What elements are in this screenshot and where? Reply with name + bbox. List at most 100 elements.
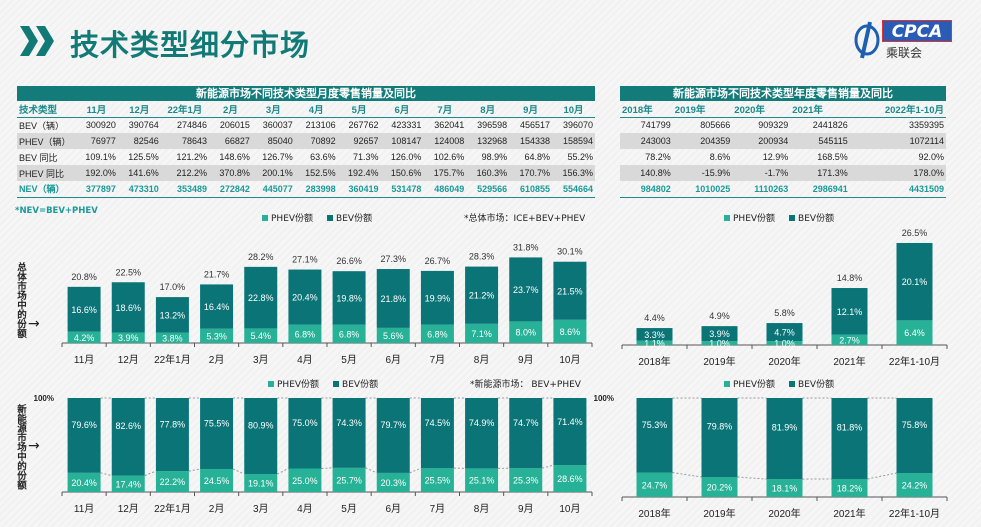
arrow-right-icon: → (28, 438, 40, 454)
data-label-bev: 74.3% (336, 418, 362, 428)
bar-phev (376, 472, 410, 492)
table-cell: 396598 (477, 120, 508, 131)
x-tick-label: 11月 (74, 503, 94, 515)
table-cell: 71.3% (352, 152, 379, 162)
bar-bev (67, 286, 101, 332)
data-label-bev: 75.0% (292, 418, 318, 428)
logo-text: CPCA (882, 20, 952, 42)
x-tick-label: 22年1月 (154, 353, 191, 366)
bar-bev (636, 398, 673, 473)
row-label: PHEV（辆） (17, 133, 75, 149)
table-cell: 4431509 (849, 181, 946, 198)
bar-bev (831, 288, 868, 335)
data-label-total: 17.0% (160, 282, 186, 292)
table-cell: 283998 (294, 181, 338, 198)
table-cell: -1.7% (732, 165, 791, 181)
table-cell: 300920 (85, 120, 116, 131)
series-connector-line (232, 468, 245, 475)
bar-bev (288, 398, 322, 469)
data-label-phev: 25.7% (336, 475, 362, 485)
column-header: 5月 (337, 101, 381, 118)
data-label-bev: 22.8% (248, 293, 274, 303)
arrow-right-icon: → (28, 316, 40, 332)
data-label-bev: 20.4% (292, 293, 318, 303)
table-cell: 272842 (209, 181, 252, 198)
table-cell: 362041 (434, 120, 465, 131)
data-label-phev: 20.2% (707, 483, 733, 493)
legend-item-bev: BEV份额 (789, 377, 834, 390)
bar-bev (376, 398, 410, 473)
table-cell: 85040 (251, 133, 295, 149)
table-cell: -15.9% (672, 165, 733, 181)
table-cell: 102.6% (433, 152, 465, 162)
bar-bev (332, 271, 366, 325)
bar-bev (200, 398, 234, 469)
data-label-phev: 18.1% (772, 484, 798, 494)
x-tick-label: 22年1-10月 (889, 507, 940, 520)
table-cell: 984802 (620, 181, 673, 198)
table-cell: 98.9% (481, 152, 508, 162)
data-label-bev: 20.1% (902, 277, 928, 287)
bar-bev (553, 261, 587, 320)
x-tick-label: 2月 (209, 354, 225, 366)
bar-phev (155, 471, 189, 492)
table-row: BEV 同比 109.1% 125.5% 121.2% 148.6% 126.7% 63.6… (17, 149, 595, 165)
bar-phev (376, 327, 410, 343)
table-cell: 200.1% (251, 165, 295, 181)
bar-bev (636, 328, 673, 341)
bar-phev (332, 324, 366, 343)
table-cell: 274846 (176, 120, 207, 131)
data-label-phev: 1.0% (709, 339, 730, 349)
table-cell: 486049 (423, 181, 467, 198)
table-cell: 206015 (219, 120, 250, 131)
table-cell: 1010025 (672, 181, 733, 198)
legend-top-left: PHEV份额 BEV份额 (262, 211, 372, 224)
bar-phev (111, 332, 145, 343)
data-label-bev: 21.5% (557, 286, 583, 296)
data-label-bev: 81.8% (837, 422, 863, 432)
table-cell: 200934 (732, 133, 791, 149)
x-tick-label: 10月 (559, 354, 580, 366)
data-label-bev: 82.6% (115, 421, 141, 431)
legend-item-phev: PHEV份额 (724, 377, 775, 390)
series-connector-line (365, 467, 377, 474)
column-header: 8月 (466, 101, 510, 118)
series-connector-line (409, 467, 422, 474)
bar-phev (288, 468, 322, 492)
data-label-total: 26.5% (902, 228, 928, 238)
x-tick-label: 2月 (209, 503, 225, 515)
data-label-phev: 25.5% (425, 476, 451, 486)
x-tick-label: 7月 (430, 503, 446, 515)
x-tick-label: 10月 (559, 503, 580, 515)
data-label-phev: 24.2% (902, 481, 928, 491)
data-label-phev: 2.7% (839, 335, 860, 345)
chevron-double-icon (20, 26, 54, 56)
bar-bev (896, 398, 933, 474)
table-cell: 126.0% (390, 152, 422, 162)
data-label-bev: 75.3% (642, 420, 668, 430)
data-label-total: 26.7% (425, 256, 451, 266)
table-cell: 805666 (700, 120, 731, 131)
column-header: 9月 (509, 101, 552, 118)
table-cell: 1072114 (849, 133, 946, 149)
table-cell: 168.5% (817, 152, 848, 162)
data-label-phev: 22.2% (160, 477, 186, 487)
table-cell: 125.5% (128, 152, 159, 162)
table-cell: 108147 (380, 133, 424, 149)
legend-item-phev: PHEV份额 (724, 211, 775, 224)
data-label-phev: 6.8% (339, 329, 360, 339)
cpca-logo: CPCA 乘联会 (852, 18, 958, 62)
data-label-bev: 21.2% (469, 291, 495, 301)
data-label-bev: 75.8% (902, 420, 928, 430)
bar-bev (509, 257, 543, 322)
legend-label: PHEV份额 (277, 380, 320, 390)
table-cell: 121.2% (176, 152, 207, 162)
data-label-bev: 19.9% (425, 293, 451, 303)
table-cell: 531478 (380, 181, 424, 198)
table-cell: 3359395 (908, 120, 944, 131)
table-cell: 66827 (209, 133, 252, 149)
table-cell: 70892 (294, 133, 338, 149)
data-label-bev: 21.8% (380, 294, 406, 304)
table-cell: 243003 (620, 133, 673, 149)
series-connector-line (100, 472, 112, 477)
